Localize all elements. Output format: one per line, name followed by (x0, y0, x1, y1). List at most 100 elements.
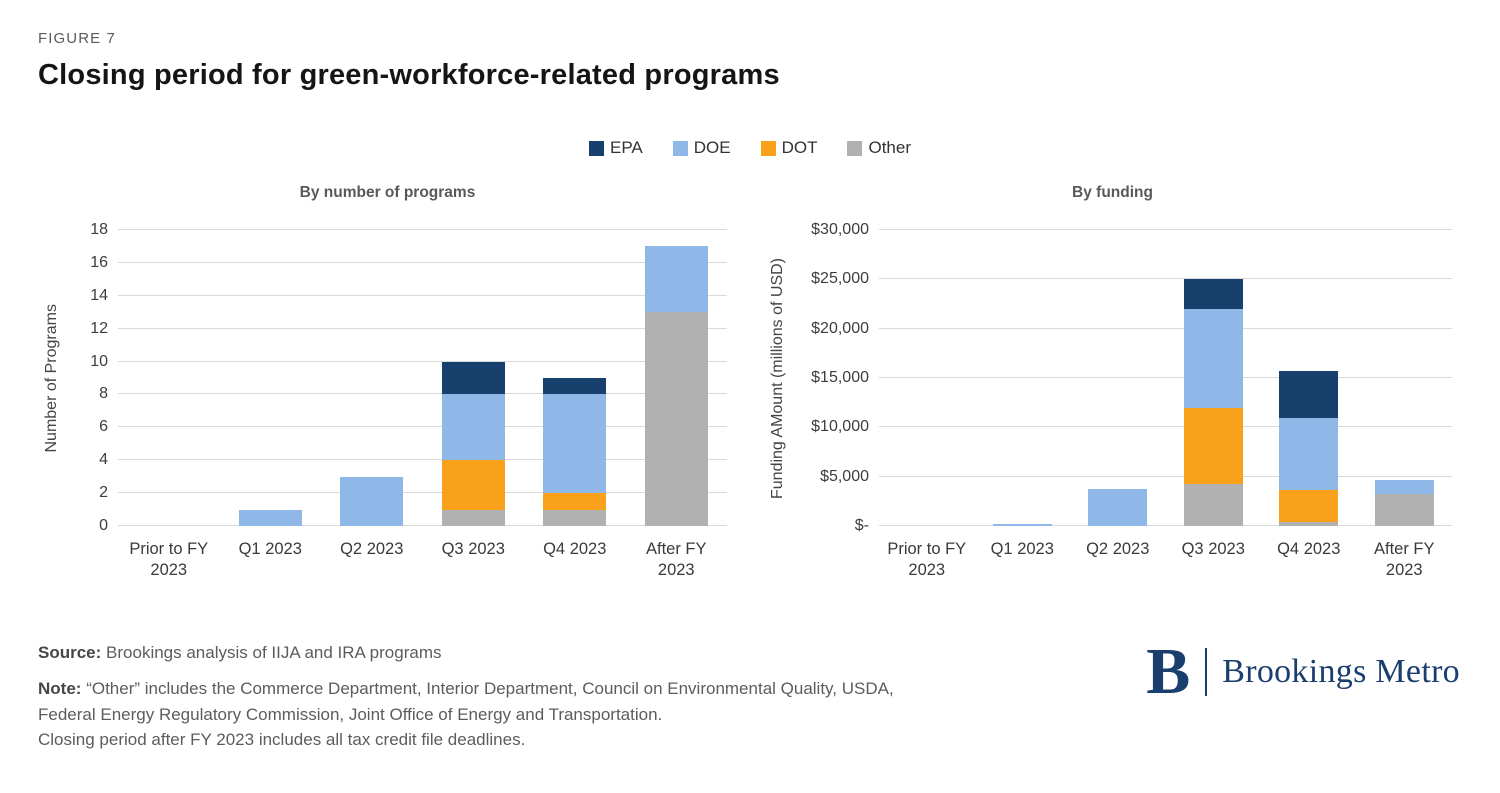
legend-item-epa: EPA (588, 138, 643, 158)
y-tick-label: $10,000 (811, 418, 869, 436)
gridline (879, 327, 1452, 329)
x-tick-label: Q1 2023 (238, 540, 302, 558)
gridline (879, 525, 1452, 526)
bar-segment-doe (1279, 418, 1339, 490)
y-tick-label: 18 (90, 221, 108, 238)
bar-segment-doe (543, 394, 607, 494)
chart-by-funding: By funding Funding AMount (millions of U… (763, 184, 1462, 582)
legend-item-doe: DOE (672, 138, 731, 158)
bar-segment-epa (1183, 279, 1243, 309)
stacked-bar (1374, 230, 1434, 526)
x-tick-label: Q2 2023 (340, 540, 404, 558)
stacked-bar (137, 230, 200, 526)
y-axis-label-wrap: Number of Programs (38, 230, 66, 526)
x-tick-label: Q3 2023 (441, 540, 505, 558)
bar-segment-doe (1374, 479, 1434, 495)
stacked-bar (897, 230, 956, 526)
bar-segment-epa (1279, 371, 1339, 419)
bar-segment-other (1183, 483, 1243, 526)
source-text: Brookings analysis of IIJA and IRA progr… (106, 642, 442, 662)
bar-segment-doe (340, 476, 404, 526)
legend-label: Other (868, 138, 912, 157)
legend-swatch-icon (760, 140, 776, 156)
source-note-block: Source: Brookings analysis of IIJA and I… (38, 640, 894, 753)
note-label: Note: (38, 679, 82, 699)
gridline (118, 261, 727, 263)
x-tick-label: Q3 2023 (1181, 540, 1245, 558)
gridline (879, 475, 1452, 477)
bar-segment-doe (1183, 308, 1243, 408)
bars-layer (118, 230, 727, 526)
y-tick-label: $25,000 (811, 270, 869, 288)
bar-segment-other (1279, 522, 1339, 526)
y-tick-label: 10 (90, 352, 108, 370)
gridline (879, 229, 1452, 230)
bar-slot (321, 230, 423, 526)
x-axis-labels: Prior to FY 2023 Q1 2023 Q2 2023 Q3 2023 Q4 … (118, 539, 727, 582)
brookings-metro-wordmark: Brookings Metro (1222, 652, 1460, 690)
bar-segment-dot (1279, 489, 1339, 523)
gridline (118, 492, 727, 494)
y-tick-label: 4 (99, 451, 108, 469)
bar-segment-other (1374, 494, 1434, 526)
bar-slot (524, 230, 626, 526)
bar-slot (879, 230, 975, 526)
y-axis-ticks: $- $5,000 $10,000 $15,000 $20,000 $25,000 $30,… (793, 221, 879, 534)
bar-segment-doe (238, 509, 302, 526)
bar-segment-dot (1183, 407, 1243, 484)
x-tick-label: Q4 2023 (543, 540, 607, 558)
note-line-3: Closing period after FY 2023 includes al… (38, 730, 526, 750)
gridline (118, 294, 727, 296)
charts-row: By number of programs Number of Programs… (38, 184, 1462, 582)
gridline (879, 278, 1452, 280)
figure-number: FIGURE 7 (38, 30, 116, 47)
y-tick-label: $- (854, 517, 869, 534)
bar-slot (118, 230, 220, 526)
legend-label: EPA (609, 138, 643, 157)
bar-slot (220, 230, 322, 526)
plot-area (118, 229, 727, 526)
gridline (879, 426, 1452, 428)
chart-body: Number of Programs 0 2 4 6 8 10 12 14 16 18 Prior… (38, 221, 737, 582)
bar-segment-other (644, 312, 708, 526)
bar-segment-dot (543, 493, 607, 510)
y-tick-label: 14 (90, 286, 108, 304)
brookings-metro-logo: B Brookings Metro (1146, 634, 1462, 708)
legend-label: DOE (693, 138, 731, 157)
y-tick-label: 16 (90, 253, 108, 271)
bar-segment-doe (992, 524, 1052, 526)
y-tick-label: $15,000 (811, 369, 869, 386)
bar-segment-dot (441, 460, 505, 510)
bar-segment-epa (441, 361, 505, 395)
bar-slot (975, 230, 1071, 526)
chart-body: Funding AMount (millions of USD) $- $5,00… (763, 221, 1462, 582)
y-tick-label: 2 (99, 484, 108, 502)
y-axis-ticks: 0 2 4 6 8 10 12 14 16 18 (66, 221, 118, 534)
y-tick-label: 8 (99, 385, 108, 403)
logo-divider (1205, 647, 1208, 696)
gridline (118, 525, 727, 526)
legend-swatch-icon (672, 140, 688, 156)
brookings-b-logo-mark: B (1146, 634, 1191, 708)
bar-segment-doe (1088, 488, 1148, 526)
bar-segment-other (543, 509, 607, 526)
legend-swatch-icon (847, 140, 863, 156)
stacked-bar (1183, 230, 1243, 526)
x-tick-label: After FY 2023 (1373, 540, 1435, 580)
bar-slot (626, 230, 728, 526)
gridline (118, 360, 727, 362)
chart-subtitle: By funding (1072, 184, 1153, 201)
x-tick-label: Q1 2023 (990, 540, 1054, 558)
stacked-bar (644, 230, 708, 526)
x-tick-label: Prior to FY 2023 (887, 540, 967, 580)
y-tick-label: $20,000 (811, 319, 869, 337)
figure-footer: Source: Brookings analysis of IIJA and I… (38, 634, 1462, 753)
y-tick-label: $30,000 (811, 221, 869, 238)
gridline (879, 377, 1452, 378)
y-tick-label: 12 (90, 319, 108, 337)
x-axis-labels: Prior to FY 2023 Q1 2023 Q2 2023 Q3 2023 Q4 … (879, 539, 1452, 582)
bar-slot (1261, 230, 1357, 526)
source-line: Source: Brookings analysis of IIJA and I… (38, 640, 894, 666)
y-axis-label: Number of Programs (43, 303, 60, 453)
